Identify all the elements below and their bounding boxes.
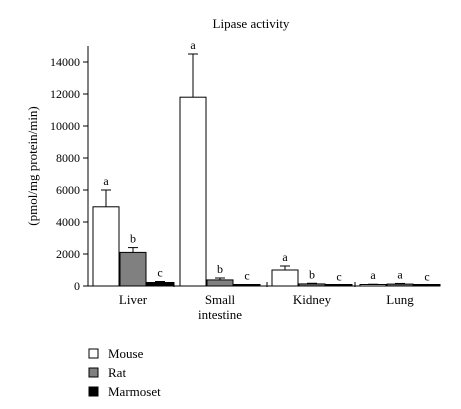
significance-label: b <box>309 267 315 281</box>
y-tick-label: 0 <box>74 279 80 293</box>
category-label: intestine <box>198 307 242 322</box>
significance-label: c <box>336 269 341 283</box>
significance-label: a <box>397 267 403 281</box>
bar-mouse-2 <box>271 269 299 287</box>
legend-label-marmoset: Marmoset <box>108 384 161 399</box>
legend: Mouse Rat Marmoset <box>88 346 161 399</box>
significance-label: a <box>190 38 196 52</box>
bar-rat-1 <box>206 279 234 287</box>
significance-label: c <box>424 270 429 284</box>
y-tick-label: 12000 <box>50 87 80 101</box>
bar-rat-2 <box>298 283 326 287</box>
significance-label: c <box>157 266 162 280</box>
y-tick-label: 6000 <box>56 183 80 197</box>
y-axis-ticks: 0 2000 4000 6000 8000 10000 12000 14000 <box>50 55 88 293</box>
y-tick-label: 14000 <box>50 55 80 69</box>
significance-label: b <box>130 232 136 246</box>
significance-label: b <box>217 262 223 276</box>
legend-swatch-mouse <box>88 348 99 359</box>
legend-swatch-marmoset <box>88 386 99 397</box>
significance-label: a <box>282 250 288 264</box>
bar-rat-3 <box>386 283 414 287</box>
bar-rat-0 <box>119 251 147 287</box>
bar-mouse-0 <box>92 206 120 287</box>
bars-group: a b c a b c a b c a a c <box>92 38 441 287</box>
chart-title: Lipase activity <box>213 16 290 31</box>
category-label: Lung <box>386 292 414 307</box>
significance-label: a <box>370 268 376 282</box>
category-label: Kidney <box>293 292 332 307</box>
category-label: Liver <box>119 292 148 307</box>
category-label: Small <box>205 292 236 307</box>
y-tick-label: 10000 <box>50 119 80 133</box>
y-tick-label: 4000 <box>56 215 80 229</box>
legend-label-rat: Rat <box>108 365 126 380</box>
bar-mouse-1 <box>179 96 207 287</box>
legend-swatch-rat <box>88 367 99 378</box>
y-axis-label: (pmol/mg protein/min) <box>25 106 40 226</box>
legend-label-mouse: Mouse <box>108 346 144 361</box>
significance-label: c <box>244 269 249 283</box>
y-tick-label: 2000 <box>56 247 80 261</box>
y-tick-label: 8000 <box>56 151 80 165</box>
bar-marmoset-0 <box>146 281 174 287</box>
significance-label: a <box>103 174 109 188</box>
